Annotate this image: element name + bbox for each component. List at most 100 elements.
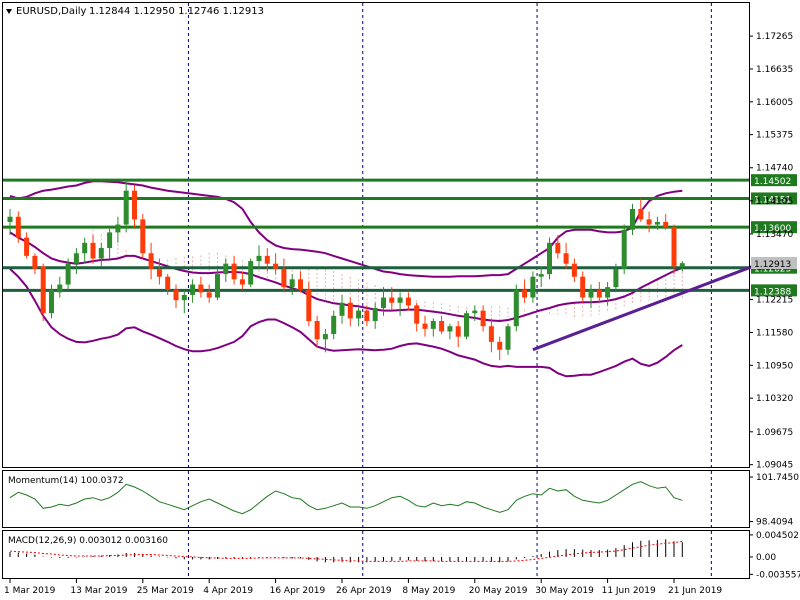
level-price-label: 1.12388 xyxy=(754,287,791,297)
bull-candle xyxy=(538,274,544,277)
bull-candle xyxy=(339,302,345,316)
level-price-tag xyxy=(751,192,797,205)
bull-candle xyxy=(322,334,328,340)
bear-candle xyxy=(646,219,652,225)
bear-candle xyxy=(671,227,677,267)
bull-candle xyxy=(248,261,254,285)
bull-candle xyxy=(372,307,378,322)
bull-candle xyxy=(190,284,196,295)
bear-candle xyxy=(198,284,204,293)
time-tick-label: 16 Apr 2019 xyxy=(270,586,326,596)
bear-candle xyxy=(663,221,669,228)
bull-candle xyxy=(505,326,511,350)
level-price-tag xyxy=(751,284,797,297)
bear-candle xyxy=(571,263,577,277)
bull-candle xyxy=(605,287,611,298)
macd-plot xyxy=(9,539,683,563)
bear-candle xyxy=(239,279,245,285)
bull-candle xyxy=(654,221,660,225)
bull-candle xyxy=(613,268,619,288)
time-tick-label: 1 Mar 2019 xyxy=(4,586,56,596)
price-tick-label: 1.10320 xyxy=(756,394,793,404)
bull-candle xyxy=(381,297,386,308)
bear-candle xyxy=(306,289,312,322)
bear-candle xyxy=(156,268,162,277)
price-plot: 1.14502 1.14151 1.13600 1.12823 1.12388 xyxy=(3,174,797,378)
bull-candle xyxy=(547,242,552,275)
bull-candle xyxy=(472,310,478,314)
time-tick-label: 4 Apr 2019 xyxy=(203,586,253,596)
bollinger-upper-line xyxy=(9,180,683,278)
dropdown-triangle-icon[interactable] xyxy=(6,9,12,14)
bull-candle xyxy=(7,216,13,222)
candlesticks xyxy=(7,180,685,361)
bull-candle xyxy=(331,315,337,335)
price-axis: 1.17265 1.16635 1.16005 1.15375 1.14740 1.141… xyxy=(749,32,797,471)
current-price-label: 1.12913 xyxy=(754,260,791,270)
bear-candle xyxy=(140,219,146,254)
level-price-label: 1.13600 xyxy=(754,224,791,234)
time-tick-label: 25 Mar 2019 xyxy=(137,586,194,596)
momentum-tick-label: 101.7450 xyxy=(756,473,799,483)
momentum-line xyxy=(9,481,683,515)
bear-candle xyxy=(488,326,494,342)
macd-panel-frame xyxy=(2,530,750,579)
bull-candle xyxy=(82,242,88,254)
momentum-tick-label: 98.4094 xyxy=(756,518,793,528)
bear-candle xyxy=(555,242,561,254)
bear-candle xyxy=(15,216,21,238)
bull-candle xyxy=(65,263,71,285)
macd-tick-label: 0.00 xyxy=(756,553,776,563)
bull-candle xyxy=(49,289,54,314)
bear-candle xyxy=(281,268,287,288)
price-tick-label: 1.10950 xyxy=(756,361,793,371)
bull-candle xyxy=(256,255,262,262)
level-price-label: 1.12823 xyxy=(754,265,791,275)
bull-candle xyxy=(464,313,469,337)
bear-candle xyxy=(497,341,503,350)
bear-candle xyxy=(298,279,303,290)
bull-candle xyxy=(223,263,229,275)
price-tick-label: 1.09045 xyxy=(756,461,793,471)
price-tick-label: 1.09675 xyxy=(756,428,793,438)
bear-candle xyxy=(364,310,370,322)
bull-candle xyxy=(289,279,295,288)
bull-candle xyxy=(679,263,685,267)
level-price-label: 1.14502 xyxy=(754,177,791,187)
time-tick-label: 20 May 2019 xyxy=(469,586,528,596)
bear-candle xyxy=(148,253,154,269)
bull-candle xyxy=(588,289,594,298)
price-tick-label: 1.12215 xyxy=(756,295,793,305)
bear-candle xyxy=(132,190,137,220)
bull-candle xyxy=(123,190,129,225)
bear-candle xyxy=(90,242,96,259)
bull-candle xyxy=(215,274,220,298)
price-tick-label: 1.14105 xyxy=(756,197,793,207)
bear-candle xyxy=(347,302,353,319)
bear-candle xyxy=(314,321,320,340)
bull-candle xyxy=(181,294,187,301)
level-price-tag xyxy=(751,221,797,234)
level-price-label: 1.14151 xyxy=(754,195,791,205)
time-tick-label: 21 Jun 2019 xyxy=(668,586,722,596)
price-tick-label: 1.16635 xyxy=(756,65,793,75)
bear-candle xyxy=(580,276,586,298)
price-tick-label: 1.11580 xyxy=(756,328,793,338)
ohlc-readout: 1.12844 1.12950 1.12746 1.12913 xyxy=(89,6,264,17)
price-tick-label: 1.15375 xyxy=(756,131,793,141)
bull-candle xyxy=(57,284,63,293)
bull-candle xyxy=(621,229,627,269)
bear-candle xyxy=(32,255,38,269)
bear-candle xyxy=(40,266,46,314)
level-price-tag xyxy=(751,174,797,187)
bear-candle xyxy=(231,263,237,280)
bear-candle xyxy=(165,276,171,290)
time-tick-label: 13 Mar 2019 xyxy=(70,586,127,596)
bull-candle xyxy=(513,289,519,327)
bear-candle xyxy=(24,237,30,256)
bear-candle xyxy=(439,321,445,332)
momentum-label: Momentum(14) 100.0372 xyxy=(8,476,124,486)
symbol-label: EURUSD,Daily xyxy=(16,6,87,17)
bull-candle xyxy=(107,232,113,249)
